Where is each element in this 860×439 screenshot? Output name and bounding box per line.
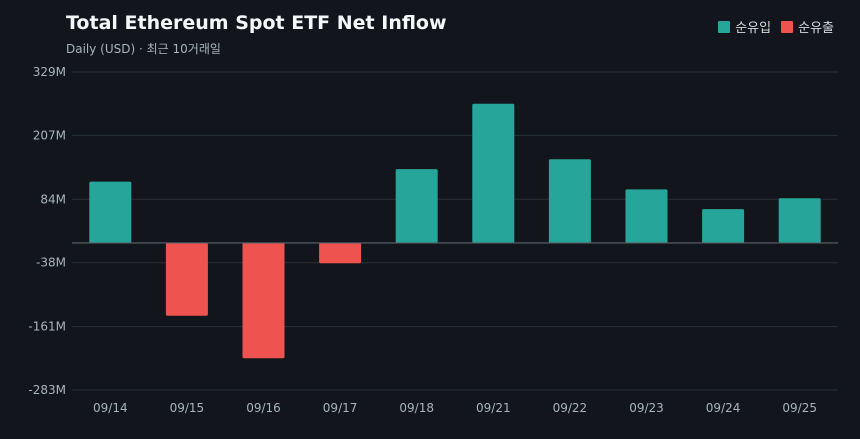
bar <box>702 209 745 243</box>
x-tick-label: 09/21 <box>476 401 511 415</box>
bar <box>548 159 591 243</box>
bar <box>395 169 438 243</box>
legend-swatch-outflow <box>781 20 794 33</box>
x-tick-label: 09/14 <box>93 401 128 415</box>
bar <box>89 181 132 243</box>
chart-subtitle: Daily (USD) · 최근 10거래일 <box>66 42 221 56</box>
x-tick-label: 09/17 <box>323 401 358 415</box>
y-tick-label: -283M <box>28 383 66 397</box>
legend-item-outflow[interactable]: 순유출 <box>781 17 834 36</box>
x-tick-label: 09/24 <box>706 401 741 415</box>
y-tick-label: 329M <box>33 65 66 79</box>
x-tick-label: 09/22 <box>553 401 588 415</box>
bar <box>242 242 285 359</box>
x-tick-label: 09/23 <box>629 401 664 415</box>
legend: 순유입 순유출 <box>718 17 834 36</box>
x-tick-label: 09/25 <box>782 401 817 415</box>
bar <box>778 198 821 243</box>
x-tick-label: 09/16 <box>246 401 281 415</box>
legend-label-inflow: 순유입 <box>735 21 772 36</box>
x-tick-label: 09/15 <box>170 401 205 415</box>
bar <box>625 189 668 243</box>
legend-label-outflow: 순유출 <box>798 21 834 36</box>
y-tick-label: 207M <box>33 128 66 142</box>
bar <box>319 242 362 264</box>
bar <box>472 103 515 243</box>
legend-item-inflow[interactable]: 순유입 <box>718 17 771 36</box>
y-tick-label: -161M <box>28 320 66 334</box>
y-tick-label: -38M <box>36 256 66 270</box>
chart-title: Total Ethereum Spot ETF Net Inflow <box>66 12 447 34</box>
x-tick-label: 09/18 <box>399 401 434 415</box>
legend-swatch-inflow <box>718 20 731 33</box>
bar <box>165 242 208 316</box>
y-tick-label: 84M <box>40 192 66 206</box>
